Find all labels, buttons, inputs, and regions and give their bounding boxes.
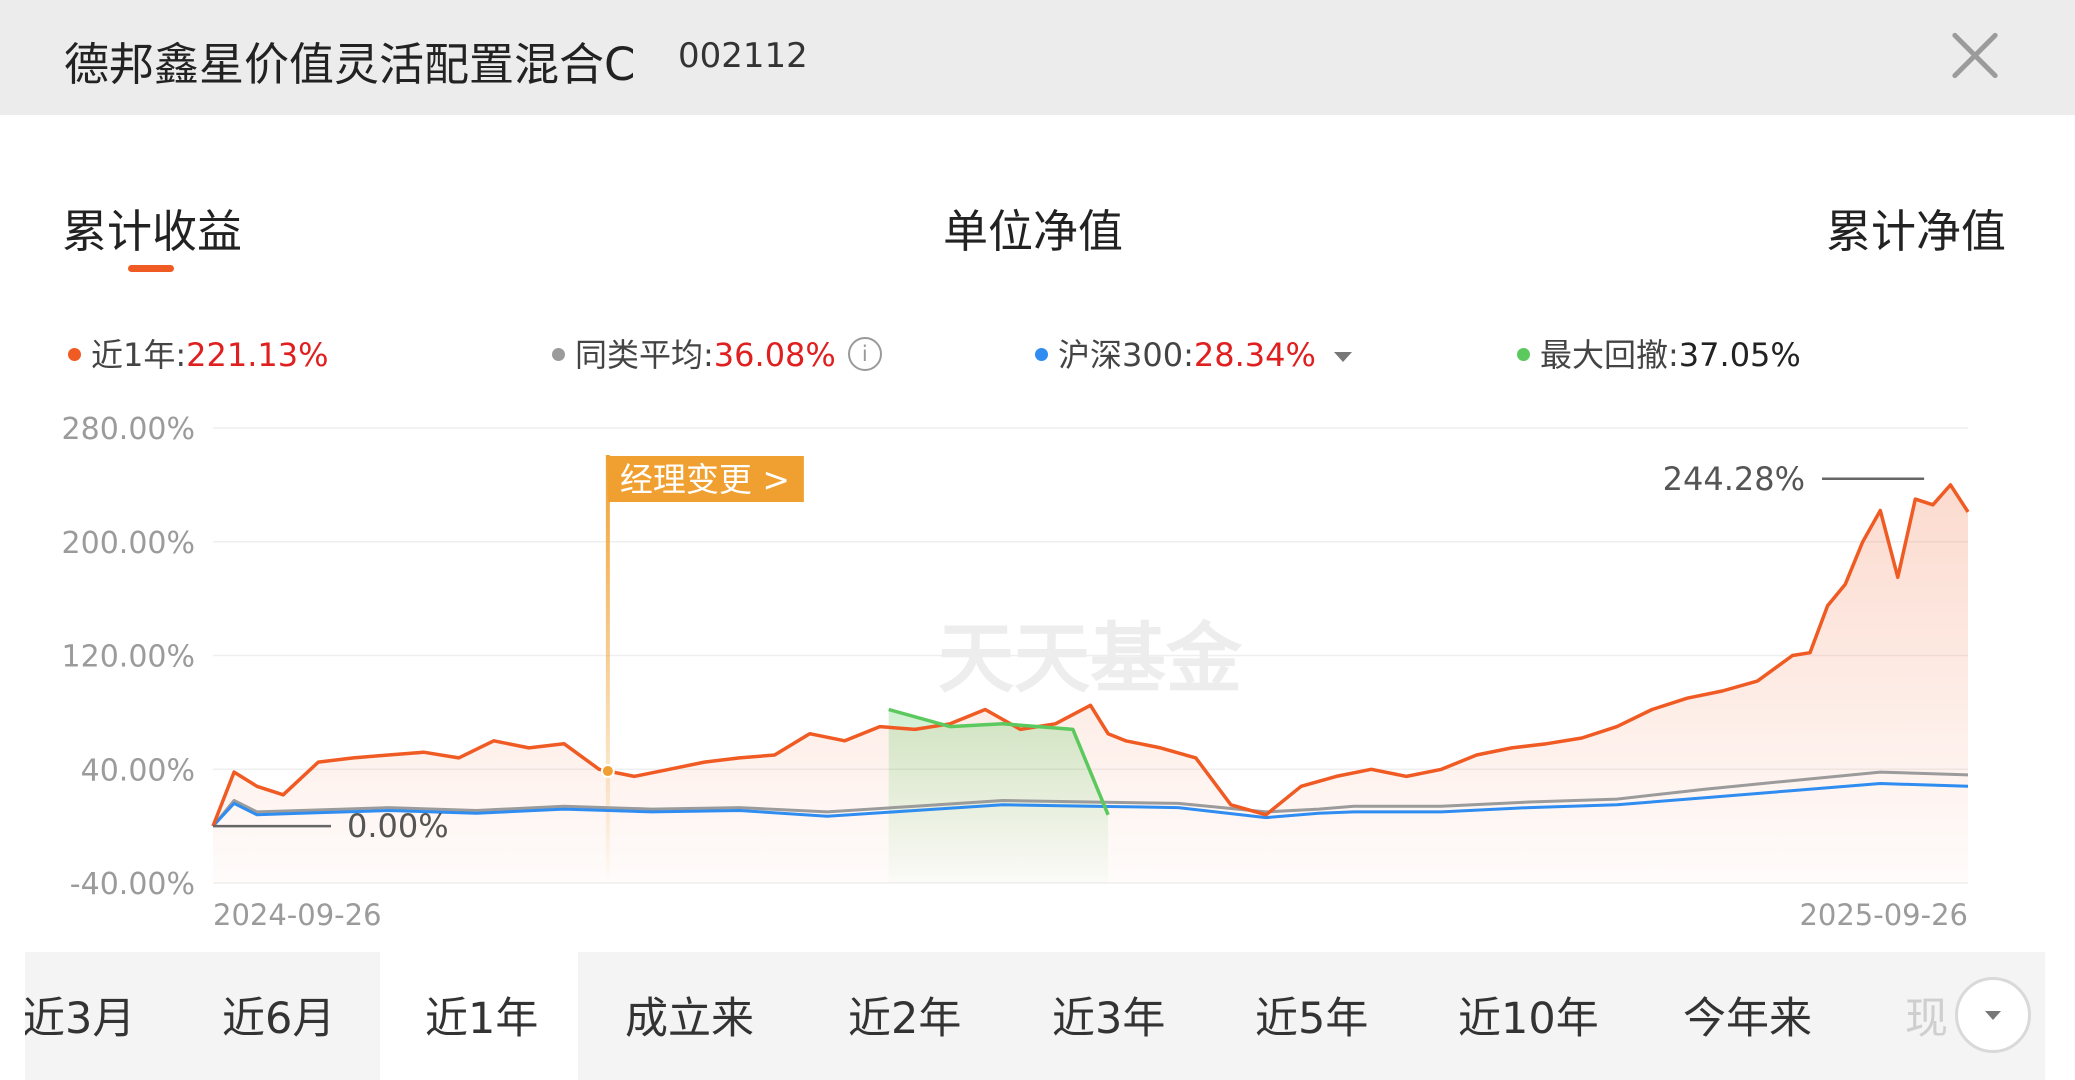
peak-value-label: 244.28% [1663, 460, 1805, 498]
y-tick-label: -40.00% [70, 867, 195, 902]
legend-label-index: 沪深300: [1058, 336, 1194, 374]
fund-area [213, 484, 1968, 883]
period-active-bg [380, 952, 578, 1080]
start-value-label: 0.00% [347, 807, 449, 845]
legend-value-drawdown: 37.05% [1678, 336, 1801, 374]
tab-cumulative-return[interactable]: 累计收益 [62, 205, 243, 258]
more-periods-dropdown-icon[interactable] [1955, 977, 2031, 1053]
y-tick-label: 280.00% [62, 412, 195, 447]
legend-value-fund: 221.13% [186, 336, 329, 374]
manager-change-label: 经理变更 > [620, 460, 790, 499]
period-since-inception[interactable]: 成立来 [625, 994, 754, 1044]
series-line-drawdown [888, 707, 1110, 816]
manager-change-bg [607, 456, 804, 502]
series-line-fund [211, 483, 1970, 827]
title-bar: 德邦鑫星价值灵活配置混合C 002112 [0, 0, 2075, 115]
series-line-index [211, 782, 1969, 828]
legend-peer: 同类平均:36.08% i [552, 330, 882, 376]
period-3y[interactable]: 近3年 [1052, 994, 1166, 1044]
manager-change-line [605, 455, 610, 883]
period-1y[interactable]: 近1年 [425, 994, 539, 1044]
period-10y[interactable]: 近10年 [1458, 994, 1599, 1044]
manager-change-point[interactable] [600, 764, 615, 779]
legend-value-index: 28.34% [1193, 336, 1316, 374]
y-tick-label: 120.00% [62, 640, 195, 675]
legend-drawdown: 最大回撤:37.05% [1517, 330, 1801, 376]
legend-dot-peer [552, 347, 565, 361]
series-line-peer [211, 770, 1969, 828]
y-tick-label: 200.00% [62, 526, 195, 561]
period-2y[interactable]: 近2年 [848, 994, 962, 1044]
tab-unit-nav[interactable]: 单位净值 [943, 205, 1124, 258]
y-tick-label: 40.00% [81, 753, 195, 788]
legend-value-peer: 36.08% [713, 336, 836, 374]
close-icon[interactable] [1950, 30, 2000, 80]
info-icon[interactable]: i [847, 337, 882, 371]
period-selector: 近3月 近6月 近1年 成立来 近2年 近3年 近5年 近10年 今年来 现 [25, 952, 2045, 1080]
x-tick-label: 2024-09-26 [213, 898, 382, 932]
legend-dot-drawdown [1517, 347, 1530, 361]
period-6m[interactable]: 近6月 [222, 994, 336, 1044]
active-tab-indicator [128, 265, 174, 272]
period-5y[interactable]: 近5年 [1255, 994, 1369, 1044]
index-select-caret-icon[interactable] [1333, 352, 1352, 362]
fund-name: 德邦鑫星价值灵活配置混合C [64, 38, 636, 91]
period-ytd[interactable]: 今年来 [1683, 994, 1812, 1044]
x-tick-label: 2025-09-26 [1799, 898, 1968, 932]
manager-change-button[interactable]: 经理变更 > [607, 456, 804, 502]
legend-dot-index [1035, 347, 1048, 361]
legend-dot-fund [68, 347, 81, 361]
return-chart[interactable]: 天天基金 经理变更 > 280.00% 200.00% 120.00% 40.00% -… [0, 400, 2075, 940]
legend-label-drawdown: 最大回撤: [1540, 336, 1679, 374]
legend-index: 沪深300:28.34% [1035, 330, 1352, 376]
period-3m[interactable]: 近3月 [25, 994, 136, 1044]
tab-accumulated-nav[interactable]: 累计净值 [1826, 205, 2007, 258]
drawdown-area [888, 709, 1109, 883]
watermark: 天天基金 [938, 614, 1243, 703]
period-current[interactable]: 现 [1905, 994, 1948, 1044]
legend-label-fund: 近1年: [91, 336, 187, 374]
legend-fund: 近1年:221.13% [68, 330, 329, 376]
fund-code: 002112 [678, 36, 808, 76]
legend-label-peer: 同类平均: [575, 336, 714, 374]
